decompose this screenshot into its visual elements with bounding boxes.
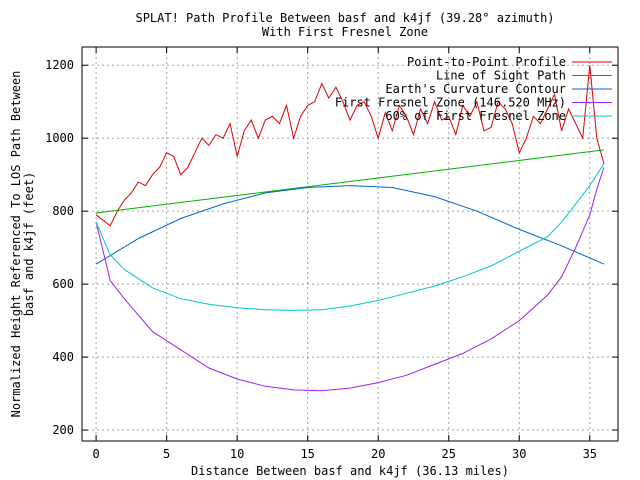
legend-label-0: Point-to-Point Profile [407, 55, 566, 69]
series-layer [95, 65, 605, 392]
y-tick-label: 400 [52, 350, 74, 364]
chart-title: SPLAT! Path Profile Between basf and k4j… [135, 11, 554, 25]
legend-label-2: Earth's Curvature Contour [385, 82, 566, 96]
y-tick-label: 1000 [45, 131, 74, 145]
x-tick-label: 30 [512, 447, 526, 461]
legend-label-3: First Fresnel Zone (146.520 MHz) [335, 96, 566, 110]
x-tick-label: 15 [300, 447, 314, 461]
x-tick-label: 35 [583, 447, 597, 461]
y-axis-label: Normalized Height Referenced To LOS Path… [9, 71, 36, 418]
legend-label-1: Line of Sight Path [436, 69, 566, 83]
series-line-2 [95, 185, 605, 265]
x-tick-label: 25 [442, 447, 456, 461]
y-axis-ticks: 200 400 600 800 1000 1200 [45, 58, 618, 437]
x-tick-label: 20 [371, 447, 385, 461]
x-axis-ticks: 0 5 10 15 20 25 30 35 [92, 47, 597, 461]
x-tick-label: 0 [92, 447, 99, 461]
y-axis-label-line1: Normalized Height Referenced To LOS Path… [9, 71, 23, 418]
y-tick-label: 800 [52, 204, 74, 218]
x-tick-label: 5 [163, 447, 170, 461]
x-axis-label: Distance Between basf and k4jf (36.13 mi… [191, 464, 509, 478]
y-tick-label: 1200 [45, 58, 74, 72]
y-tick-label: 600 [52, 277, 74, 291]
plot-frame [81, 46, 619, 442]
legend-label-4: 60% of First Fresnel Zone [385, 109, 566, 123]
y-tick-label: 200 [52, 423, 74, 437]
x-tick-label: 10 [230, 447, 244, 461]
chart-subtitle: With First Fresnel Zone [262, 25, 428, 39]
grid-lines [82, 47, 618, 441]
series-line-4 [95, 163, 605, 311]
y-axis-label-line2: basf and k4jf (feet) [22, 172, 36, 317]
series-line-1 [96, 149, 604, 214]
series-line-3 [95, 167, 605, 392]
series-line-0 [95, 65, 605, 227]
